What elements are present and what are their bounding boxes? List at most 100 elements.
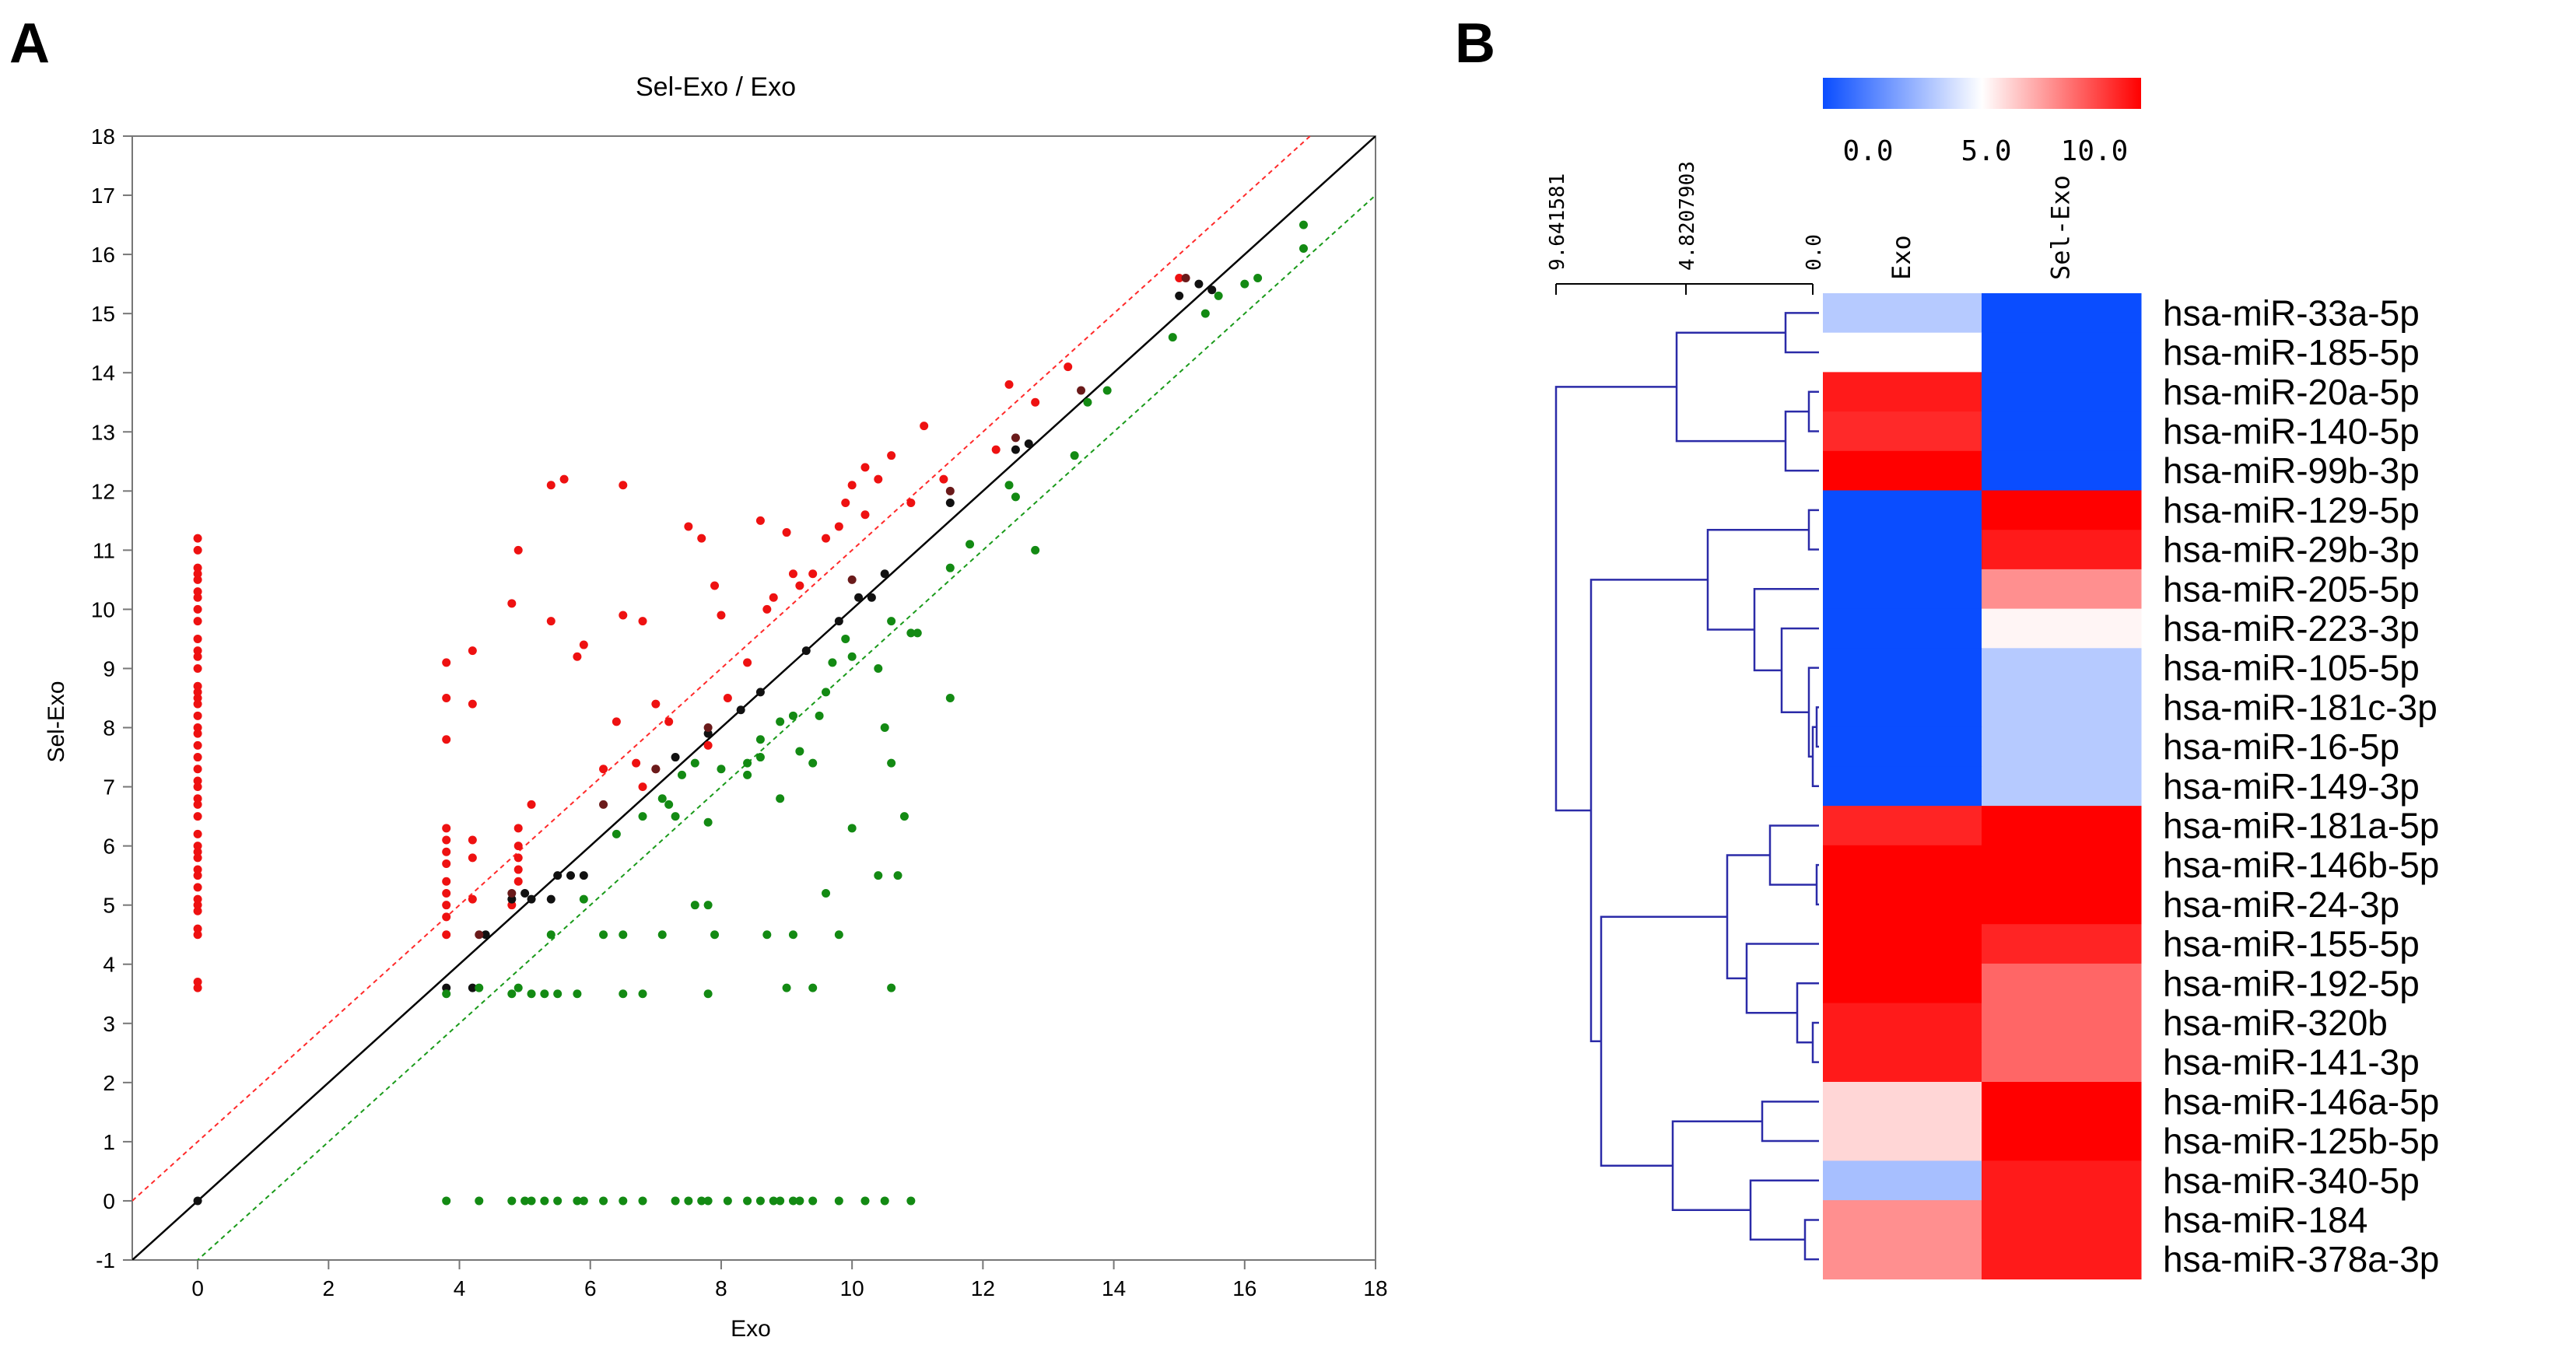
scatter-point xyxy=(880,569,889,579)
scatter-point xyxy=(442,983,451,992)
scatter-point xyxy=(1200,309,1210,318)
scatter-point xyxy=(755,1196,765,1206)
reference-lines xyxy=(132,136,1376,1260)
scatter-point xyxy=(703,901,713,910)
dendrogram-branch xyxy=(1706,528,1809,631)
scatter-point xyxy=(834,617,843,626)
scatter-point xyxy=(945,486,955,495)
heatmap-cell xyxy=(1982,766,2142,807)
mirna-row-label: hsa-miR-129-5p xyxy=(2163,490,2420,530)
scatter-plot: 0 2 4 6 8 10 12 14 16 18-101234567891011121314151… xyxy=(91,124,1388,1300)
scatter-point xyxy=(795,581,804,590)
mirna-row-label: hsa-miR-125b-5p xyxy=(2163,1121,2439,1161)
scatter-point xyxy=(442,912,451,922)
scatter-point xyxy=(193,765,202,774)
heatmap-cell xyxy=(1823,688,1982,728)
mirna-row-label: hsa-miR-33a-5p xyxy=(2163,292,2420,333)
scatter-point xyxy=(755,753,765,762)
x-tick-label: 0 xyxy=(191,1276,204,1300)
scatter-point xyxy=(442,847,451,856)
scatter-point xyxy=(193,776,202,786)
scatter-point xyxy=(808,569,818,579)
y-tick-label: -1 xyxy=(96,1248,115,1272)
heatmap-cell xyxy=(1823,1121,1982,1161)
scatter-point xyxy=(619,1196,628,1206)
heatmap-cell xyxy=(1823,884,1982,925)
scatter-point xyxy=(945,694,955,702)
scatter-point xyxy=(579,1196,588,1206)
scatter-point xyxy=(703,989,713,999)
scatter-point xyxy=(755,735,765,744)
scatter-point xyxy=(847,575,857,584)
x-tick-label: 10 xyxy=(840,1276,864,1300)
scatter-point xyxy=(193,634,202,643)
scatter-point xyxy=(651,699,661,709)
scatter-point xyxy=(599,930,608,940)
scatter-point xyxy=(573,652,582,661)
scatter-point xyxy=(442,888,451,898)
scatter-point xyxy=(520,888,530,898)
scatter-point xyxy=(193,694,202,702)
scatter-point xyxy=(1011,492,1020,502)
scatter-point xyxy=(788,930,797,940)
scatter-point xyxy=(193,794,202,803)
scatter-point xyxy=(703,817,713,827)
scatter-point xyxy=(442,658,451,667)
scatter-point xyxy=(527,989,536,999)
y-tick-label: 2 xyxy=(103,1071,115,1095)
y-tick-label: 16 xyxy=(91,243,115,267)
scatter-point xyxy=(638,812,647,821)
dendrogram-branch xyxy=(1796,982,1819,1044)
scatter-point xyxy=(513,877,523,886)
scatter-point xyxy=(193,853,202,863)
scatter-point xyxy=(822,534,831,543)
scatter-point xyxy=(619,989,628,999)
dendrogram-branch xyxy=(1745,943,1819,1014)
scatter-point xyxy=(193,924,202,933)
scatter-point xyxy=(788,1196,797,1206)
y-tick-label: 8 xyxy=(103,716,115,740)
panel-b-letter: B xyxy=(1455,12,1495,75)
scatter-point xyxy=(193,593,202,602)
scatter-point xyxy=(874,871,883,880)
dendrogram-branch xyxy=(1784,410,1819,472)
scatter-point xyxy=(193,930,202,940)
scatter-point xyxy=(782,983,791,992)
mirna-row-label: hsa-miR-378a-3p xyxy=(2163,1239,2439,1279)
scatter-point xyxy=(632,758,641,768)
scatter-point xyxy=(690,901,699,910)
reference-line-identity xyxy=(132,136,1376,1260)
scatter-point xyxy=(755,688,765,697)
scatter-point xyxy=(703,740,713,750)
dendrogram-branch xyxy=(1780,627,1819,713)
scatter-point xyxy=(468,699,477,709)
scatter-point xyxy=(1031,545,1040,555)
heatmap-cell xyxy=(1823,1200,1982,1241)
scatter-point xyxy=(860,1196,870,1206)
scatter-point xyxy=(671,753,680,762)
scatter-points xyxy=(193,220,1308,1206)
scatter-point xyxy=(828,658,837,667)
heatmap-cell xyxy=(1982,1003,2142,1043)
scatter-point xyxy=(651,765,661,774)
scatter-point xyxy=(193,983,202,992)
scatter-point xyxy=(193,883,202,892)
mirna-row-label: hsa-miR-146b-5p xyxy=(2163,845,2439,885)
scatter-point xyxy=(638,989,647,999)
scatter-point xyxy=(841,634,850,643)
scatter-point xyxy=(193,753,202,762)
heatmap-cell xyxy=(1823,293,1982,334)
scatter-point xyxy=(788,569,797,579)
scatter-point xyxy=(1181,274,1190,283)
y-tick-label: 12 xyxy=(91,479,115,503)
scatter-point xyxy=(657,930,667,940)
heatmap-cell xyxy=(1982,688,2142,728)
mirna-row-label: hsa-miR-149-3p xyxy=(2163,766,2420,807)
heatmap-cell xyxy=(1982,1121,2142,1161)
heatmap-cell xyxy=(1982,569,2142,610)
mirna-row-label: hsa-miR-181c-3p xyxy=(2163,687,2438,727)
heatmap-cell xyxy=(1823,1042,1982,1083)
mirna-row-label: hsa-miR-184 xyxy=(2163,1199,2367,1240)
scatter-point xyxy=(442,1196,451,1206)
scatter-point xyxy=(920,422,929,431)
